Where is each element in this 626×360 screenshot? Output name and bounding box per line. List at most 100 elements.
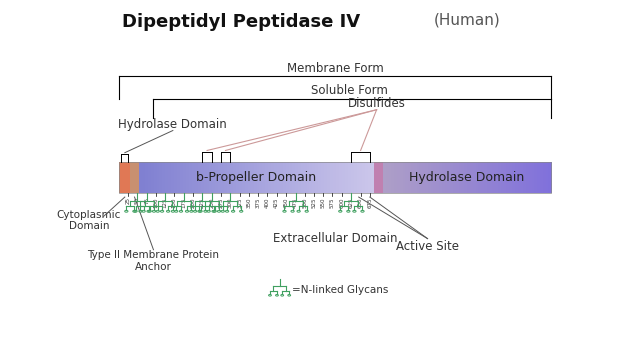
Bar — [292, 162, 295, 193]
Bar — [318, 162, 322, 193]
Bar — [414, 162, 417, 193]
Bar — [523, 162, 526, 193]
Bar — [433, 162, 437, 193]
Text: 200: 200 — [191, 197, 196, 208]
Bar — [391, 162, 394, 193]
Bar — [357, 162, 360, 193]
Text: 300: 300 — [228, 197, 233, 208]
Bar — [145, 162, 148, 193]
Bar — [198, 162, 201, 193]
Bar — [453, 162, 456, 193]
Text: 225: 225 — [200, 197, 205, 208]
Bar — [201, 162, 204, 193]
Text: Hydrolase Domain: Hydrolase Domain — [409, 171, 525, 184]
Bar — [498, 162, 501, 193]
Bar — [529, 162, 532, 193]
Bar — [192, 162, 195, 193]
Bar — [506, 162, 510, 193]
Bar — [518, 162, 521, 193]
Bar — [254, 162, 257, 193]
Bar — [316, 162, 319, 193]
Bar — [304, 162, 307, 193]
Text: Dipeptidyl Peptidase IV: Dipeptidyl Peptidase IV — [122, 13, 360, 31]
Bar — [139, 162, 142, 193]
Bar — [307, 162, 310, 193]
Bar — [450, 162, 454, 193]
Bar — [436, 162, 439, 193]
Bar — [366, 162, 369, 193]
Bar — [239, 162, 242, 193]
Bar — [425, 162, 428, 193]
Bar — [327, 162, 331, 193]
Bar — [478, 162, 481, 193]
Text: 625: 625 — [349, 197, 354, 208]
Bar — [512, 162, 515, 193]
Text: 175: 175 — [182, 197, 187, 208]
Bar — [473, 162, 476, 193]
Bar — [280, 162, 284, 193]
Bar — [439, 162, 443, 193]
Text: Disulfides: Disulfides — [347, 97, 406, 110]
Text: 650: 650 — [358, 197, 363, 208]
Text: 150: 150 — [172, 197, 177, 208]
Bar — [347, 162, 351, 193]
Bar — [520, 162, 524, 193]
Bar — [236, 162, 239, 193]
Text: 250: 250 — [209, 197, 214, 208]
Bar — [531, 162, 535, 193]
Text: 500: 500 — [302, 197, 307, 208]
Bar — [428, 162, 431, 193]
Bar — [172, 162, 175, 193]
Bar — [274, 162, 277, 193]
Bar — [493, 162, 496, 193]
Bar — [312, 162, 316, 193]
Bar — [345, 162, 348, 193]
Bar — [411, 162, 414, 193]
Bar — [386, 162, 389, 193]
Bar — [177, 162, 180, 193]
Bar — [233, 162, 237, 193]
Bar — [120, 162, 130, 193]
Bar — [389, 162, 392, 193]
Text: 325: 325 — [237, 197, 242, 208]
Bar — [342, 162, 346, 193]
Bar — [242, 162, 245, 193]
Text: 125: 125 — [163, 197, 168, 208]
Bar — [470, 162, 473, 193]
Bar — [481, 162, 485, 193]
Bar — [269, 162, 272, 193]
Bar — [422, 162, 426, 193]
Text: 425: 425 — [274, 197, 279, 208]
Bar — [260, 162, 263, 193]
Bar — [262, 162, 266, 193]
Bar — [257, 162, 260, 193]
Text: 275: 275 — [218, 197, 223, 208]
Text: 675: 675 — [367, 197, 372, 208]
Text: b-Propeller Domain: b-Propeller Domain — [197, 171, 317, 184]
Bar — [526, 162, 530, 193]
Bar — [162, 162, 166, 193]
Bar — [535, 162, 538, 193]
Bar — [333, 162, 336, 193]
Bar — [195, 162, 198, 193]
Bar — [509, 162, 513, 193]
Bar — [543, 162, 546, 193]
Bar — [403, 162, 406, 193]
Bar — [210, 162, 213, 193]
Bar — [174, 162, 178, 193]
Bar — [448, 162, 451, 193]
Bar — [383, 162, 386, 193]
Bar — [230, 162, 233, 193]
Bar — [476, 162, 479, 193]
Bar — [218, 162, 222, 193]
Text: 350: 350 — [247, 197, 252, 208]
Text: 475: 475 — [293, 197, 298, 208]
Bar — [537, 162, 540, 193]
Bar — [351, 162, 354, 193]
Bar — [330, 162, 334, 193]
Bar — [406, 162, 409, 193]
Text: 75: 75 — [144, 197, 149, 204]
Text: 575: 575 — [330, 197, 335, 208]
Text: 550: 550 — [321, 197, 326, 208]
Bar — [153, 162, 157, 193]
